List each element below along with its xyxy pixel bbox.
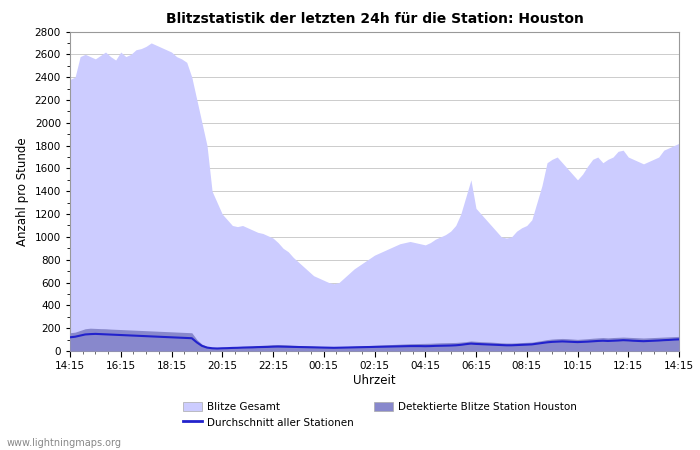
Text: www.lightningmaps.org: www.lightningmaps.org bbox=[7, 438, 122, 448]
Y-axis label: Anzahl pro Stunde: Anzahl pro Stunde bbox=[16, 137, 29, 246]
Legend: Blitze Gesamt, Durchschnitt aller Stationen, Detektierte Blitze Station Houston: Blitze Gesamt, Durchschnitt aller Statio… bbox=[178, 398, 582, 432]
Title: Blitzstatistik der letzten 24h für die Station: Houston: Blitzstatistik der letzten 24h für die S… bbox=[166, 12, 583, 26]
X-axis label: Uhrzeit: Uhrzeit bbox=[354, 374, 395, 387]
